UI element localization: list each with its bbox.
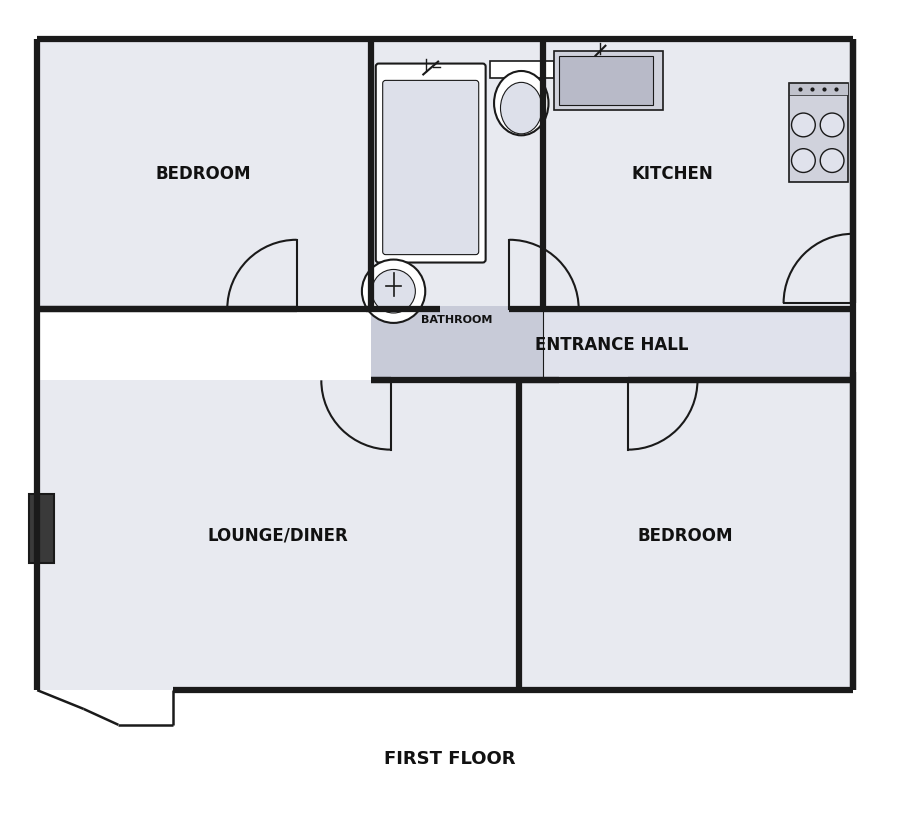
Circle shape bbox=[820, 113, 844, 137]
Text: BEDROOM: BEDROOM bbox=[156, 166, 251, 183]
Circle shape bbox=[820, 148, 844, 172]
Text: ENTRANCE HALL: ENTRANCE HALL bbox=[535, 336, 688, 354]
Bar bbox=[297, 306, 366, 312]
Bar bbox=[850, 303, 856, 372]
Bar bbox=[543, 39, 853, 309]
Bar bbox=[30, 494, 54, 563]
Bar bbox=[37, 380, 519, 691]
Bar bbox=[490, 60, 554, 78]
Text: LOUNGE/DINER: LOUNGE/DINER bbox=[207, 526, 348, 544]
Bar bbox=[440, 306, 509, 312]
Bar bbox=[519, 380, 853, 691]
FancyBboxPatch shape bbox=[376, 64, 486, 262]
Bar bbox=[543, 311, 850, 380]
Bar bbox=[391, 377, 460, 384]
Text: BATHROOM: BATHROOM bbox=[421, 315, 492, 325]
Circle shape bbox=[372, 270, 416, 313]
Bar bbox=[554, 50, 662, 110]
Bar bbox=[37, 39, 371, 309]
Circle shape bbox=[791, 148, 815, 172]
Bar bbox=[559, 377, 628, 384]
Text: FIRST FLOOR: FIRST FLOOR bbox=[384, 751, 516, 768]
Circle shape bbox=[362, 260, 426, 323]
Ellipse shape bbox=[500, 82, 542, 134]
Bar bbox=[371, 309, 853, 380]
Bar bbox=[788, 83, 848, 95]
Circle shape bbox=[791, 113, 815, 137]
Text: BEDROOM: BEDROOM bbox=[638, 526, 734, 544]
Ellipse shape bbox=[494, 71, 548, 135]
FancyBboxPatch shape bbox=[382, 80, 479, 255]
Bar bbox=[788, 83, 848, 182]
Text: KITCHEN: KITCHEN bbox=[632, 166, 714, 183]
Bar bbox=[371, 39, 543, 309]
Polygon shape bbox=[37, 691, 173, 725]
Bar bbox=[559, 55, 652, 105]
